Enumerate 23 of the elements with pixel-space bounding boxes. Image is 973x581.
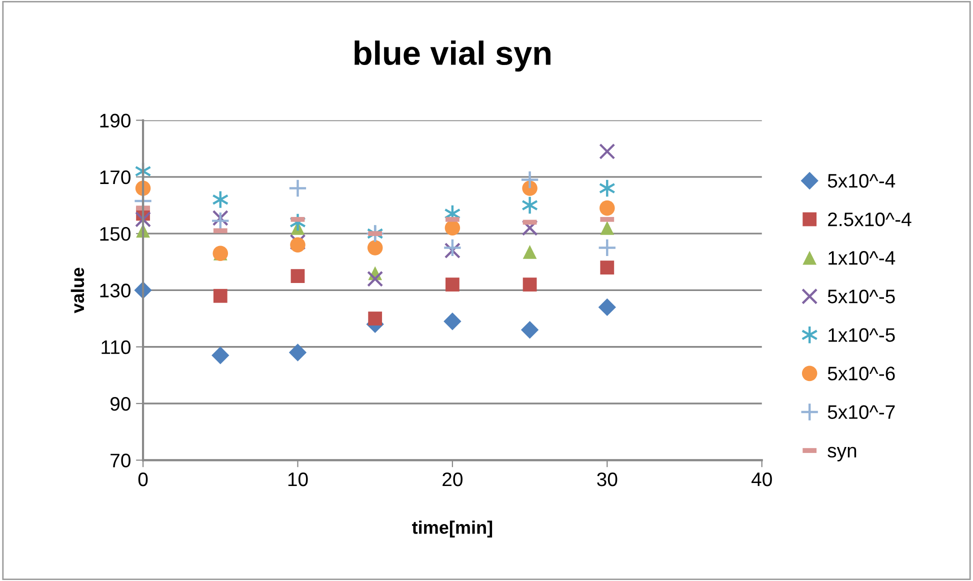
y-tick-label: 190	[100, 114, 130, 128]
legend-label: syn	[828, 446, 856, 462]
y-tick-label: 90	[110, 396, 130, 411]
y-tick-label: 150	[100, 227, 130, 241]
legend-label: 5x10^-4	[828, 174, 896, 188]
y-tick-label: 110	[102, 340, 130, 354]
chart-title: blue vial syn	[354, 40, 550, 72]
x-tick-label: 40	[751, 472, 772, 486]
y-axis-title: value	[70, 268, 84, 314]
x-tick-label: 20	[442, 472, 462, 486]
y-tick-label: 130	[100, 284, 130, 298]
x-tick-label: 10	[288, 472, 308, 486]
x-axis-title: time[min]	[412, 520, 492, 538]
legend-label: 5x10^-6	[828, 366, 895, 380]
x-tick-label: 0	[138, 472, 148, 486]
legend-label: 2.5x10^-4	[828, 212, 912, 226]
x-tick-label: 30	[597, 472, 618, 486]
legend-label: 5x10^-7	[828, 405, 895, 419]
legend-label: 1x10^-4	[828, 251, 896, 265]
y-tick-label: 170	[100, 170, 130, 184]
legend-label: 5x10^-5	[828, 290, 895, 304]
y-tick-label: 70	[110, 454, 130, 468]
legend-label: 1x10^-5	[828, 328, 895, 342]
